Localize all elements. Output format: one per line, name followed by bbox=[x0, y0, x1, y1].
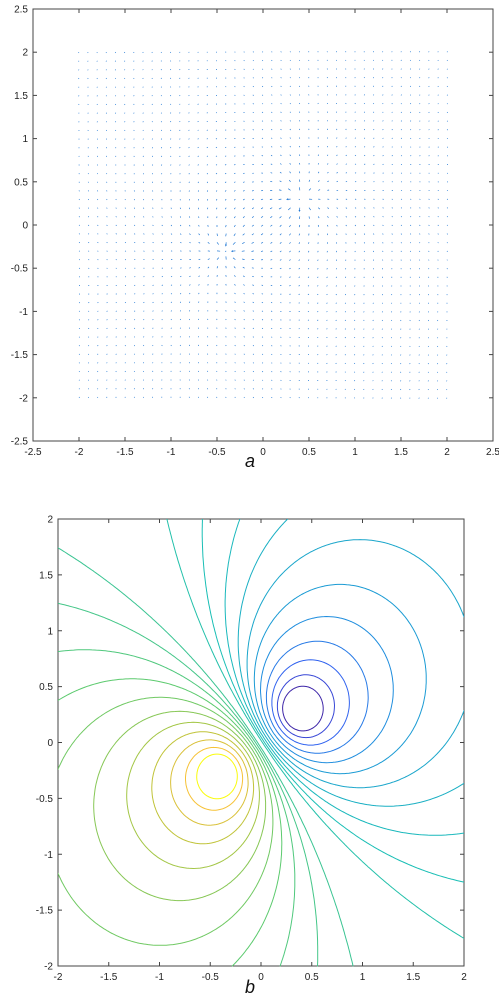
contour-line bbox=[282, 685, 324, 732]
contour-lines bbox=[58, 519, 464, 967]
contour-line bbox=[237, 519, 464, 807]
quiver-axis-ticks: -2.5 -2 -1.5 -1 -0.5 0 0.5 1 1.5 2 2.5 2.5 2 1.5 1 0.5 0… bbox=[11, 5, 499, 459]
contour-line bbox=[166, 519, 464, 939]
contour-line bbox=[253, 583, 427, 775]
quiver-arrows bbox=[78, 51, 449, 399]
x-tick-label: -1.5 bbox=[116, 447, 134, 458]
y-tick-label: 1.5 bbox=[14, 91, 28, 102]
x-tick-label: -1 bbox=[155, 972, 164, 983]
y-tick-label: -0.5 bbox=[11, 264, 29, 275]
y-tick-label: -1 bbox=[19, 307, 28, 318]
y-tick-label: 0 bbox=[47, 738, 53, 749]
y-tick-label: 1 bbox=[47, 626, 53, 637]
x-tick-label: 2 bbox=[444, 447, 450, 458]
contour-line bbox=[246, 539, 464, 789]
quiver-plot: -2.5 -2 -1.5 -1 -0.5 0 0.5 1 1.5 2 2.5 2.5 2 1.5 1 0.5 0… bbox=[11, 5, 499, 472]
x-tick-label: -1 bbox=[167, 447, 176, 458]
contour-line bbox=[271, 659, 350, 746]
x-tick-label: 0.5 bbox=[302, 447, 316, 458]
contour-line bbox=[58, 547, 354, 967]
contour-plot: -2 -1.5 -1 -0.5 0 0.5 1 1.5 2 2 1.5 1 0.5 0 -0.5 -1 -1.5… bbox=[36, 515, 467, 998]
y-tick-label: 1 bbox=[22, 134, 28, 145]
x-tick-label: 0 bbox=[258, 972, 264, 983]
contour-line bbox=[151, 731, 255, 845]
x-tick-label: 1 bbox=[360, 972, 366, 983]
y-tick-label: -2.5 bbox=[11, 437, 29, 448]
x-tick-label: 1.5 bbox=[394, 447, 408, 458]
contour-axis-ticks: -2 -1.5 -1 -0.5 0 0.5 1 1.5 2 2 1.5 1 0.5 0 -0.5 -1 -1.5… bbox=[36, 515, 467, 984]
x-tick-label: -2.5 bbox=[24, 447, 42, 458]
y-tick-label: -0.5 bbox=[36, 794, 54, 805]
x-tick-label: 1.5 bbox=[406, 972, 420, 983]
y-tick-label: 0.5 bbox=[39, 682, 53, 693]
contour-line bbox=[126, 721, 260, 869]
y-tick-label: 2 bbox=[22, 48, 28, 59]
y-tick-label: 2 bbox=[47, 515, 53, 526]
y-tick-label: 0 bbox=[22, 221, 28, 232]
x-tick-label: 2.5 bbox=[486, 447, 499, 458]
contour-line bbox=[170, 739, 249, 826]
y-tick-label: -1.5 bbox=[11, 350, 29, 361]
panel-a-caption: a bbox=[245, 451, 255, 471]
contour-line bbox=[185, 746, 244, 811]
contour-line bbox=[201, 519, 464, 883]
x-tick-label: 0.5 bbox=[305, 972, 319, 983]
panel-b-caption: b bbox=[245, 977, 255, 997]
contour-line bbox=[276, 674, 335, 739]
y-tick-label: -2 bbox=[44, 962, 53, 973]
x-tick-label: -0.5 bbox=[202, 972, 220, 983]
contour-line bbox=[58, 678, 283, 967]
contour-line bbox=[58, 649, 296, 967]
contour-line bbox=[58, 696, 274, 946]
contour-line bbox=[93, 710, 267, 902]
contour-plot-frame bbox=[57, 518, 465, 967]
contour-line bbox=[260, 616, 394, 764]
x-tick-label: 2 bbox=[461, 972, 467, 983]
contour-line bbox=[196, 753, 238, 800]
contour-line bbox=[58, 602, 319, 967]
x-tick-label: -2 bbox=[54, 972, 63, 983]
quiver-arrow-field bbox=[78, 51, 449, 399]
y-tick-label: -1 bbox=[44, 850, 53, 861]
y-tick-label: 1.5 bbox=[39, 570, 53, 581]
contour-line bbox=[224, 519, 464, 836]
y-tick-label: -2 bbox=[19, 393, 28, 404]
contour-line bbox=[265, 640, 369, 754]
x-tick-label: 0 bbox=[260, 447, 266, 458]
y-tick-label: -1.5 bbox=[36, 906, 54, 917]
x-tick-label: 1 bbox=[352, 447, 358, 458]
x-tick-label: -1.5 bbox=[100, 972, 118, 983]
x-tick-label: -2 bbox=[75, 447, 84, 458]
y-tick-label: 2.5 bbox=[14, 5, 28, 16]
y-tick-label: 0.5 bbox=[14, 177, 28, 188]
x-tick-label: -0.5 bbox=[208, 447, 226, 458]
